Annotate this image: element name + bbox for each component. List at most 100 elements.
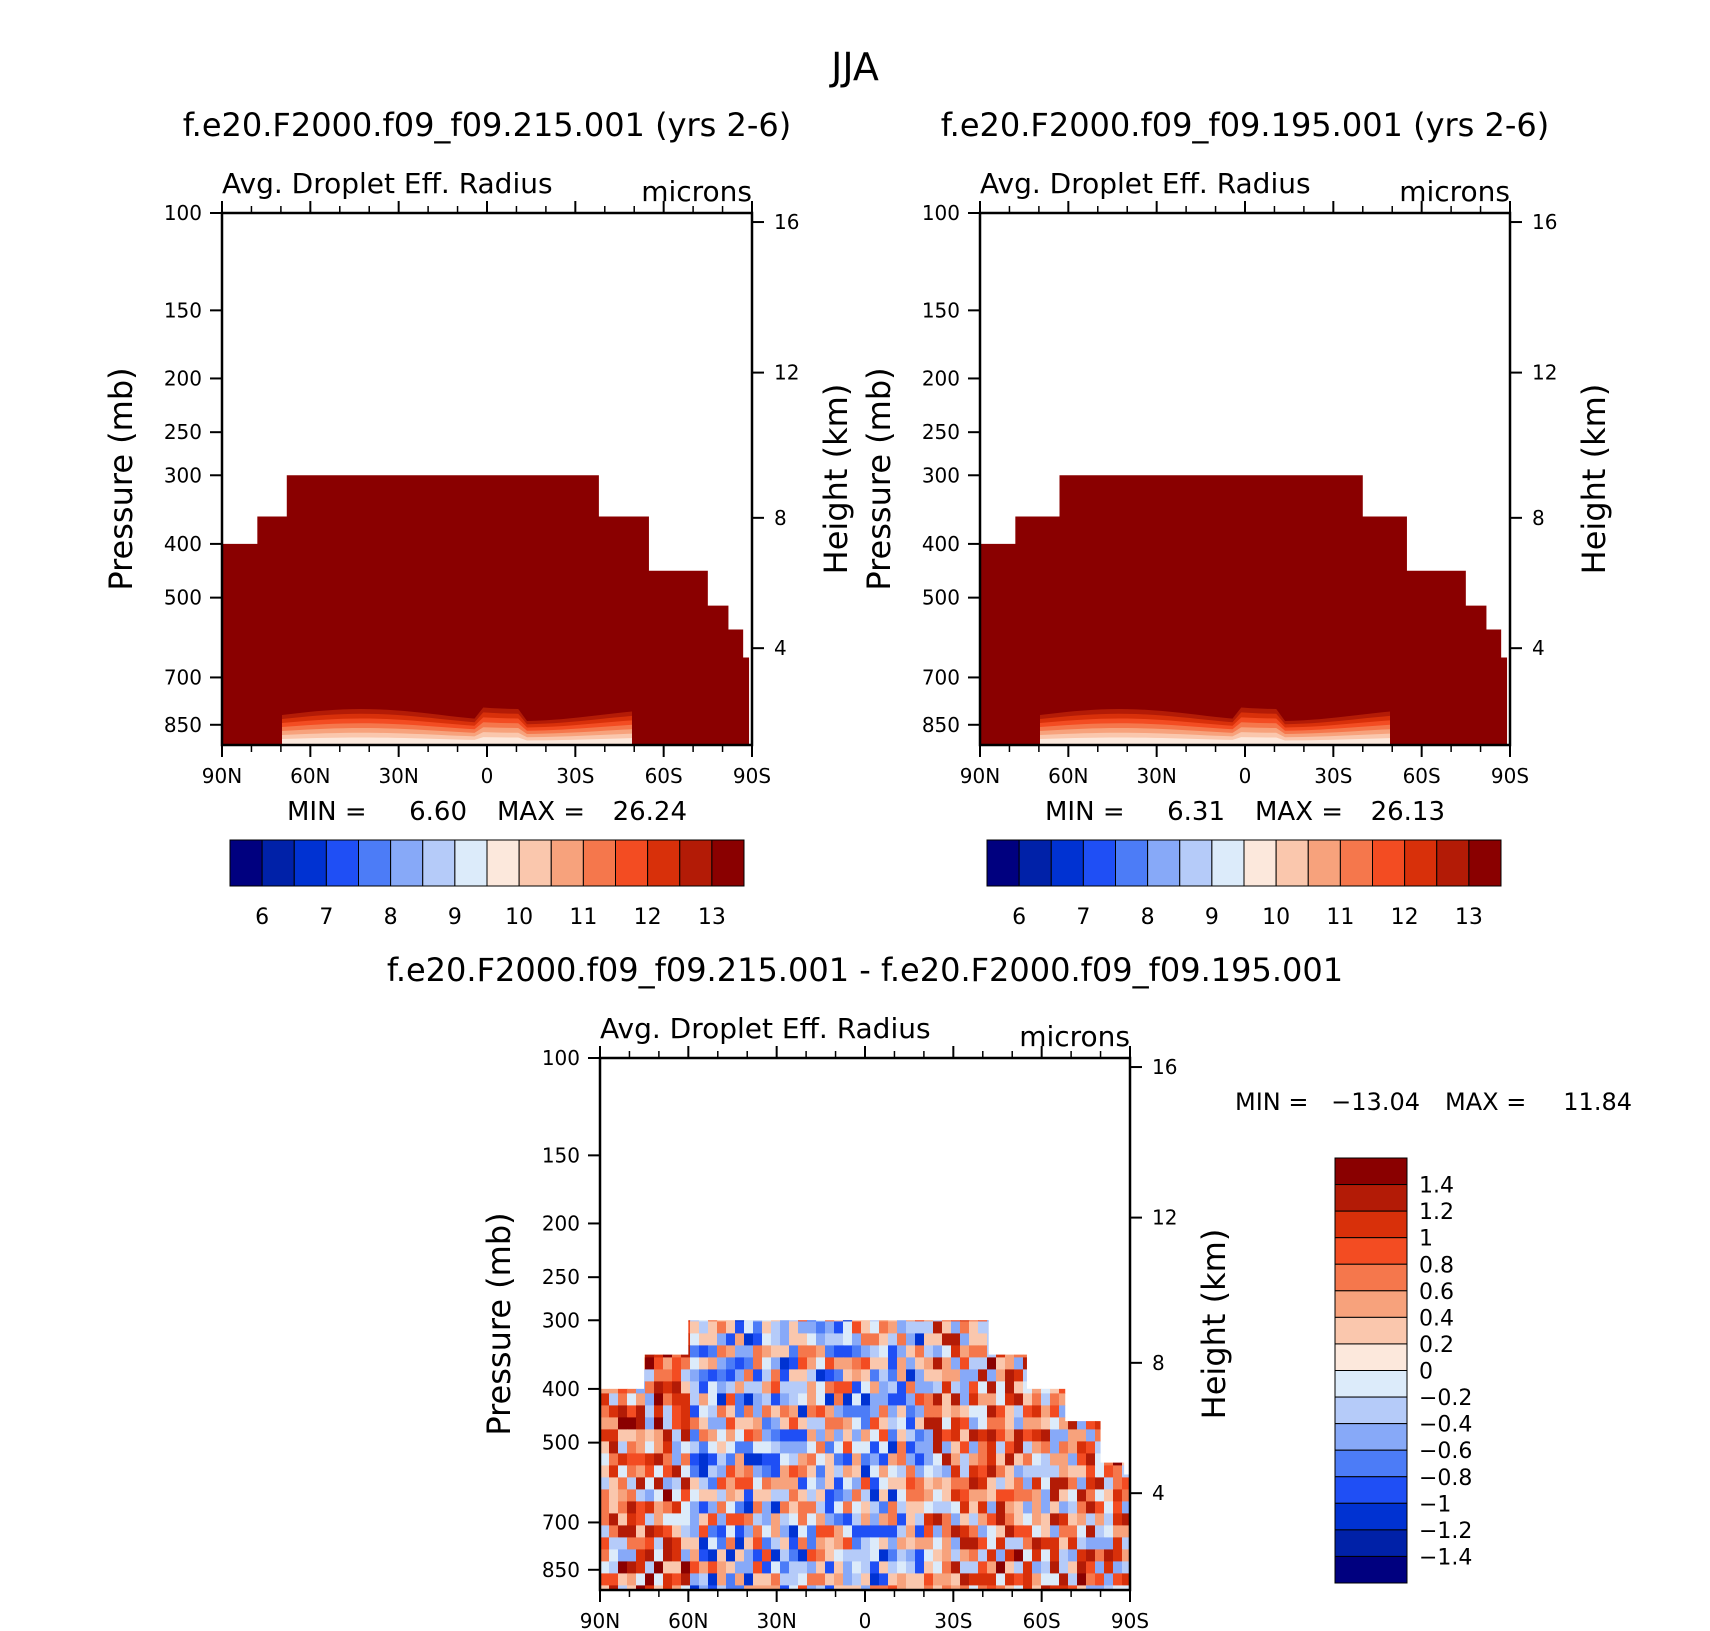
field-cell xyxy=(762,1393,772,1406)
field-cell xyxy=(960,1357,970,1370)
field-cell xyxy=(717,1525,727,1538)
field-cell xyxy=(861,1405,871,1418)
field-cell xyxy=(789,1429,799,1442)
field-cell xyxy=(1104,1465,1114,1478)
field-cell xyxy=(663,1333,673,1346)
field-cell xyxy=(915,1297,925,1310)
field-cell xyxy=(690,1573,700,1586)
field-cell xyxy=(627,1453,637,1466)
field-cell xyxy=(978,1357,988,1370)
field-cell xyxy=(888,1501,898,1514)
field-cell xyxy=(1077,1513,1087,1526)
field-cell xyxy=(1032,1333,1042,1346)
field-cell xyxy=(951,1453,961,1466)
field-cell xyxy=(987,1585,997,1590)
field-cell xyxy=(789,1297,799,1310)
field-cell xyxy=(807,1585,817,1590)
field-cell xyxy=(987,1429,997,1442)
field-cell xyxy=(1113,1441,1123,1454)
field-cell xyxy=(600,1321,610,1334)
field-cell xyxy=(744,1393,754,1406)
field-cell xyxy=(798,1381,808,1394)
field-cell xyxy=(1032,1441,1042,1454)
field-cell xyxy=(978,1489,988,1502)
field-cell xyxy=(1041,1477,1051,1490)
x-tick-label: 60S xyxy=(1403,764,1441,788)
field-cell xyxy=(1023,1345,1033,1358)
field-cell xyxy=(690,1453,700,1466)
colorbar-label: −1 xyxy=(1419,1492,1451,1517)
field-cell xyxy=(1113,1369,1123,1382)
field-cell xyxy=(1104,1501,1114,1514)
field-cell xyxy=(699,1369,709,1382)
field-cell xyxy=(906,1513,916,1526)
field-cell xyxy=(1023,1393,1033,1406)
field-cell xyxy=(852,1321,862,1334)
max-label: MAX = xyxy=(1255,797,1343,827)
field-cell xyxy=(888,1393,898,1406)
field-cell xyxy=(870,1417,880,1430)
y-tick-label: 150 xyxy=(542,1143,580,1167)
field-cell xyxy=(798,1320,808,1322)
field-cell xyxy=(906,1429,916,1442)
field-cell xyxy=(1005,1489,1015,1502)
field-cell xyxy=(987,1381,997,1394)
field-cell xyxy=(942,1441,952,1454)
field-cell xyxy=(789,1537,799,1550)
field-cell xyxy=(1104,1333,1114,1346)
field-cell xyxy=(825,1573,835,1586)
field-cell xyxy=(879,1345,889,1358)
field-cell xyxy=(609,1320,619,1322)
field-cell xyxy=(1077,1537,1087,1550)
field-cell xyxy=(1095,1537,1105,1550)
field-cell xyxy=(807,1297,817,1310)
field-cell xyxy=(951,1417,961,1430)
field-cell xyxy=(753,1585,763,1590)
field-cell xyxy=(1050,1585,1060,1590)
field-cell xyxy=(915,1345,925,1358)
field-cell xyxy=(1014,1393,1024,1406)
field-cell xyxy=(807,1525,817,1538)
field-cell xyxy=(834,1465,844,1478)
field-cell xyxy=(762,1345,772,1358)
field-cell xyxy=(933,1453,943,1466)
field-cell xyxy=(717,1320,727,1322)
field-cell xyxy=(924,1297,934,1310)
field-cell xyxy=(1122,1537,1130,1550)
field-cell xyxy=(987,1369,997,1382)
field-cell xyxy=(1122,1525,1130,1538)
field-cell xyxy=(897,1573,907,1586)
field-cell xyxy=(636,1573,646,1586)
field-cell xyxy=(762,1333,772,1346)
field-cell xyxy=(1077,1345,1087,1358)
field-cell xyxy=(609,1549,619,1562)
colorbar-box xyxy=(1334,1529,1408,1557)
field-cell xyxy=(816,1501,826,1514)
field-cell xyxy=(627,1320,637,1322)
field-cell xyxy=(1077,1357,1087,1370)
field-cell xyxy=(780,1573,790,1586)
field-cell xyxy=(1077,1321,1087,1334)
field-cell xyxy=(726,1513,736,1526)
field-cell xyxy=(942,1537,952,1550)
field-cell xyxy=(816,1321,826,1334)
field-cell xyxy=(798,1525,808,1538)
field-cell xyxy=(636,1369,646,1382)
field-cell xyxy=(654,1345,664,1358)
field-cell xyxy=(933,1513,943,1526)
field-cell xyxy=(816,1525,826,1538)
field-cell xyxy=(1014,1453,1024,1466)
colorbar-box xyxy=(1334,1449,1408,1478)
field-cell xyxy=(1095,1561,1105,1574)
field-cell xyxy=(609,1333,619,1346)
field-cell xyxy=(942,1585,952,1590)
field-cell xyxy=(933,1441,943,1454)
colorbar-label: 8 xyxy=(1141,905,1155,930)
y-tick-label: 200 xyxy=(164,366,202,390)
field-cell xyxy=(1104,1381,1114,1394)
field-cell xyxy=(834,1561,844,1574)
field-cell xyxy=(780,1429,790,1442)
field-cell xyxy=(834,1320,844,1322)
x-tick-label: 30N xyxy=(756,1609,796,1631)
x-tick-label: 30S xyxy=(1314,764,1352,788)
